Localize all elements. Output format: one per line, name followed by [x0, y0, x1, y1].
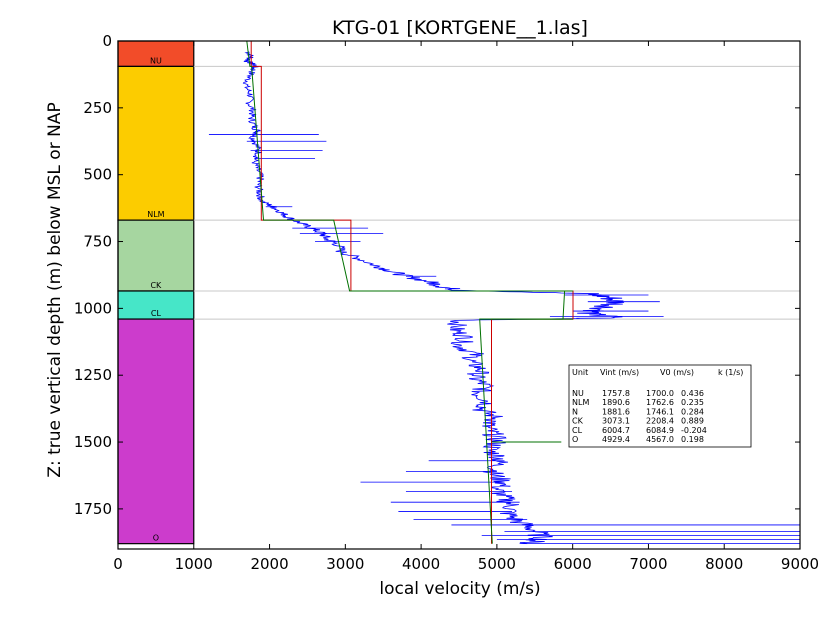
x-tick-label: 4000: [402, 555, 440, 573]
y-tick-label: 1000: [74, 299, 112, 317]
y-tick-label: 500: [83, 166, 112, 184]
x-tick-label: 3000: [326, 555, 364, 573]
table-cell: 1757.8: [602, 389, 630, 398]
x-tick-label: 8000: [705, 555, 743, 573]
table-header-cell: k (1/s): [718, 368, 743, 377]
sonic-log-line: [242, 51, 625, 545]
y-tick-label: 250: [83, 99, 112, 117]
x-tick-label: 2000: [250, 555, 288, 573]
table-cell: NU: [572, 389, 584, 398]
table-cell: -0.204: [681, 426, 707, 435]
table-cell: 6084.9: [646, 426, 674, 435]
x-tick-label: 7000: [629, 555, 667, 573]
table-header-cell: Unit: [572, 368, 588, 377]
x-tick-label: 1000: [175, 555, 213, 573]
y-tick-label: 1750: [74, 500, 112, 518]
strat-column: NU NLM CK CL O: [117, 40, 195, 545]
table-cell: 2208.4: [646, 417, 674, 426]
y-tick-label: 0: [102, 32, 112, 50]
y-axis-label: Z: true vertical depth (m) below MSL or …: [45, 102, 65, 477]
plot-frame: [117, 40, 801, 550]
y-tick-label: 1500: [74, 433, 112, 451]
x-tick-label: 9000: [781, 555, 819, 573]
table-box: [568, 364, 752, 448]
table-cell: 0.235: [681, 398, 704, 407]
strat-unit-ck: [117, 219, 195, 292]
strat-unit-o: [117, 318, 195, 545]
table-cell: 0.436: [681, 389, 704, 398]
boundary-lines: [193, 65, 800, 320]
strat-unit-label: O: [153, 534, 159, 543]
table-cell: 0.284: [681, 407, 704, 416]
x-ticks: 0 1000 2000 3000 4000 5000 6000 7000 8000 9000: [113, 41, 819, 573]
table-cell: N: [572, 407, 578, 416]
table-cell: 1700.0: [646, 389, 674, 398]
table-header-cell: Vint (m/s): [600, 368, 639, 377]
table-cell: 6004.7: [602, 426, 630, 435]
table-cell: 4929.4: [602, 435, 630, 444]
y-tick-label: 1250: [74, 366, 112, 384]
y-ticks: 0 250 500 750 1000 1250 1500 1750: [74, 32, 800, 518]
strat-unit-label: CK: [150, 281, 162, 290]
table-cell: CK: [572, 417, 584, 426]
table-cell: 4567.0: [646, 435, 674, 444]
strat-unit-label: NLM: [147, 210, 164, 219]
table-cell: CL: [572, 426, 583, 435]
strat-unit-label: NU: [150, 56, 162, 65]
table-cell: 1881.6: [602, 407, 630, 416]
y-tick-label: 750: [83, 233, 112, 251]
table-header-cell: V0 (m/s): [660, 368, 694, 377]
table-cell: 1762.6: [646, 398, 674, 407]
chart-title: KTG-01 [KORTGENE__1.las]: [332, 17, 588, 39]
x-tick-label: 6000: [554, 555, 592, 573]
x-axis-label: local velocity (m/s): [379, 579, 540, 599]
linear-velocity-line: [246, 40, 566, 544]
table-cell: NLM: [572, 398, 589, 407]
parameter-table: Unit Vint (m/s) V0 (m/s) k (1/s) NU 1757.8 170…: [568, 364, 752, 448]
strat-unit-label: CL: [151, 309, 162, 318]
x-tick-label: 5000: [478, 555, 516, 573]
x-tick-label: 0: [113, 555, 123, 573]
table-cell: 1746.1: [646, 407, 674, 416]
table-cell: 1890.6: [602, 398, 630, 407]
boundary-markers: [350, 290, 574, 443]
strat-unit-nlm: [117, 65, 195, 221]
table-cell: 3073.1: [602, 417, 630, 426]
table-cell: O: [572, 435, 578, 444]
sonic-log: [208, 51, 800, 545]
table-cell: 0.198: [681, 435, 704, 444]
table-cell: 0.889: [681, 417, 704, 426]
